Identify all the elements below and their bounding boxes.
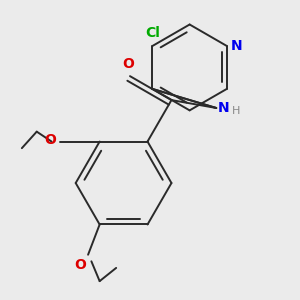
Text: Cl: Cl [145,26,160,40]
Text: O: O [45,133,56,147]
Text: H: H [232,106,241,116]
Text: N: N [231,39,242,53]
Text: O: O [75,258,86,272]
Text: N: N [218,101,230,115]
Text: O: O [122,57,134,71]
